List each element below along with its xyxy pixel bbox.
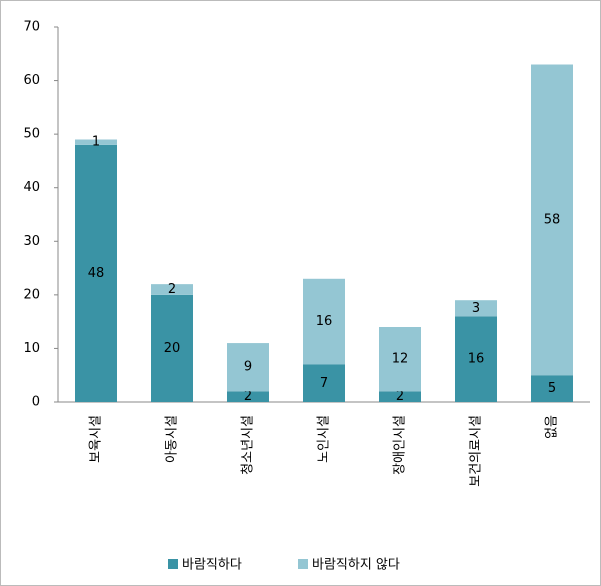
x-tick-label: 보건의료시설 [469,415,484,487]
legend-swatch [168,559,178,569]
bar-segment [75,144,117,402]
data-label: 2 [396,389,404,404]
x-tick-label: 보육시설 [89,415,104,463]
data-label: 2 [168,282,176,297]
bar-segment [455,300,497,317]
bar-segment [303,278,345,365]
y-tick-label: 30 [23,234,40,249]
bar-segment [531,64,573,376]
y-tick-label: 50 [23,127,40,142]
x-tick-label: 아동시설 [165,415,180,463]
data-label: 1 [92,135,100,150]
bar-segment [75,139,117,145]
x-tick-label: 장애인시설 [393,415,408,475]
legend-label: 바람직하다 [182,558,242,573]
bar-segment [379,327,421,392]
data-label: 7 [320,376,328,391]
bar-segment [151,284,193,295]
legend-swatch [298,559,308,569]
y-tick-label: 10 [23,341,40,356]
y-tick-label: 20 [23,287,40,302]
bar-segment [455,316,497,402]
bar-segment [227,391,269,402]
legend-label: 바람직하지 않다 [312,558,400,573]
bar-segment [379,391,421,402]
bar-segment [303,364,345,402]
data-label: 12 [392,352,409,367]
x-tick-label: 없음 [545,415,560,439]
data-label: 16 [468,352,485,367]
data-label: 16 [316,314,333,329]
data-label: 3 [472,301,480,316]
y-tick-label: 0 [32,395,40,410]
data-label: 58 [544,212,561,227]
y-tick-label: 60 [23,73,40,88]
data-label: 5 [548,381,556,396]
data-label: 48 [88,266,105,281]
data-label: 20 [164,341,181,356]
data-label: 2 [244,389,252,404]
y-tick-label: 70 [23,20,40,35]
data-label: 9 [244,360,252,375]
x-tick-label: 청소년시설 [241,415,256,475]
bar-segment [151,294,193,402]
x-tick-label: 노인시설 [317,415,332,463]
y-tick-label: 40 [23,180,40,195]
bar-segment [531,375,573,402]
bar-segment [227,343,269,392]
